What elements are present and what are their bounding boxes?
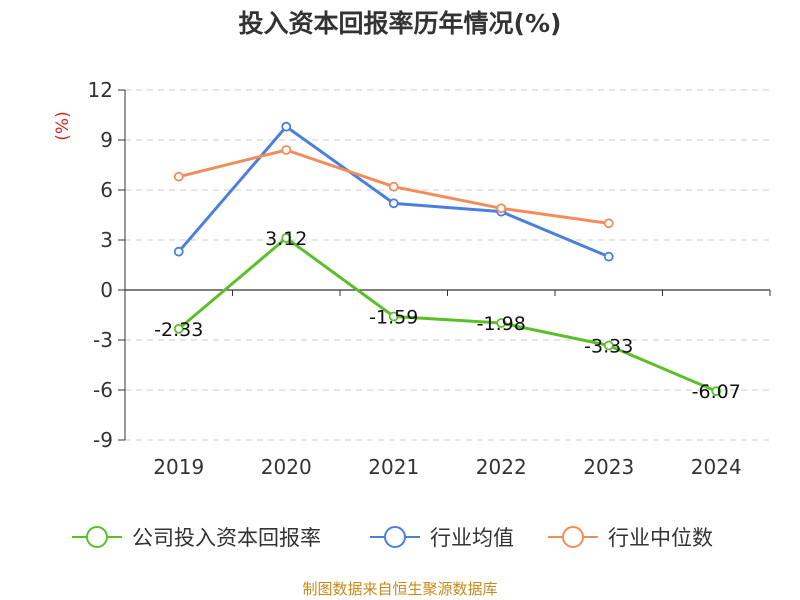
data-point-0[interactable] — [173, 323, 184, 334]
data-point-0[interactable] — [281, 233, 292, 243]
legend-label: 行业均值 — [430, 526, 514, 550]
data-point-1[interactable] — [388, 198, 399, 209]
data-label: 3.12 — [265, 228, 307, 250]
data-point-0[interactable] — [711, 386, 722, 397]
legend-item-0[interactable]: 公司投入资本回报率 — [72, 526, 321, 550]
y-tick-label: 3 — [100, 228, 113, 252]
y-tick-label: 0 — [100, 278, 113, 302]
x-tick-label: 2023 — [583, 455, 634, 479]
data-point-2[interactable] — [173, 171, 184, 182]
chart-title: 投入资本回报率历年情况(%) — [238, 9, 562, 38]
legend-marker-icon — [384, 526, 406, 548]
source-note: 制图数据来自恒生聚源数据库 — [302, 580, 498, 598]
axes: 12 9 6 3 0 -3 -6 -9 2019 2020 2021 2022 2023 2024 — [88, 78, 771, 479]
legend-label: 公司投入资本回报率 — [132, 526, 321, 550]
series-line-0 — [177, 236, 717, 393]
x-tick-label: 2020 — [261, 455, 312, 479]
x-tick-label: 2021 — [368, 455, 419, 479]
series-line-1 — [177, 125, 610, 259]
x-tick-label: 2019 — [153, 455, 204, 479]
data-point-2[interactable] — [281, 145, 292, 155]
data-label: -3.33 — [584, 336, 633, 358]
data-point-1[interactable] — [173, 246, 184, 257]
data-point-1[interactable] — [603, 251, 614, 262]
y-tick-label: 12 — [88, 78, 113, 102]
data-label: -1.59 — [369, 307, 418, 329]
y-tick-label: -6 — [93, 378, 113, 402]
gridlines — [125, 89, 770, 441]
data-label: -6.07 — [692, 381, 741, 403]
legend-marker-icon — [86, 526, 108, 548]
y-axis-unit-label: (%) — [53, 111, 73, 140]
data-labels: -2.33 3.12 -1.59 -1.98 -3.33 -6.07 — [154, 228, 741, 403]
legend-label: 行业中位数 — [608, 526, 713, 550]
data-point-0[interactable] — [388, 311, 399, 322]
legend-item-2[interactable]: 行业中位数 — [548, 526, 713, 550]
y-tick-label: -3 — [93, 328, 113, 352]
data-point-0[interactable] — [603, 340, 614, 351]
data-label: -1.98 — [477, 313, 526, 335]
legend-marker-icon — [562, 526, 584, 548]
legend-item-1[interactable]: 行业均值 — [370, 526, 514, 550]
legend[interactable]: 公司投入资本回报率 行业均值 行业中位数 — [72, 526, 713, 550]
data-point-2[interactable] — [388, 181, 399, 192]
data-point-2[interactable] — [496, 203, 507, 214]
y-tick-label: 9 — [100, 128, 113, 152]
series-lines — [173, 121, 722, 397]
y-tick-label: -9 — [93, 428, 113, 452]
x-tick-label: 2024 — [691, 455, 742, 479]
data-label: -2.33 — [154, 319, 203, 341]
x-tick-label: 2022 — [476, 455, 527, 479]
data-point-0[interactable] — [496, 318, 507, 328]
data-point-2[interactable] — [603, 218, 614, 229]
y-tick-label: 6 — [100, 178, 113, 202]
data-point-1[interactable] — [281, 121, 292, 132]
